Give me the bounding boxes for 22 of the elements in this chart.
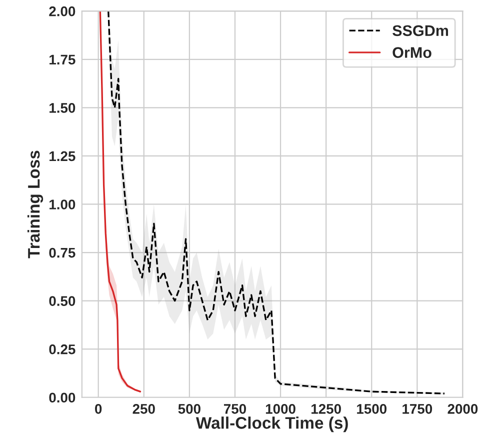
x-tick-label: 1000: [266, 404, 296, 414]
y-axis-title: Training Loss: [27, 150, 44, 258]
x-tick-label: 750: [224, 404, 246, 414]
x-tick-label: 500: [178, 404, 200, 414]
y-tick-label: 0.25: [49, 344, 76, 354]
x-tick-label: 1250: [312, 404, 341, 414]
y-tick-label: 0.00: [49, 392, 76, 403]
y-tick-label: 1.00: [50, 200, 76, 210]
y-tick-label: 0.50: [49, 296, 76, 306]
y-tick-label: 0.75: [49, 248, 76, 258]
x-axis-title: Wall-Clock Time (s): [196, 416, 348, 432]
y-tick-label: 1.75: [50, 54, 76, 65]
x-tick-label: 1500: [357, 404, 387, 414]
legend-label: SSGDm: [392, 25, 448, 36]
x-tick-label: 0: [95, 404, 102, 414]
y-tick-label: 1.25: [50, 151, 76, 162]
x-tick-label: 2000: [448, 404, 478, 414]
x-tick-label: 250: [132, 404, 155, 414]
legend-label: OrMo: [392, 47, 432, 58]
y-tick-label: 2.00: [49, 6, 76, 16]
y-tick-label: 1.50: [50, 103, 76, 113]
x-tick-label: 1750: [402, 404, 432, 414]
